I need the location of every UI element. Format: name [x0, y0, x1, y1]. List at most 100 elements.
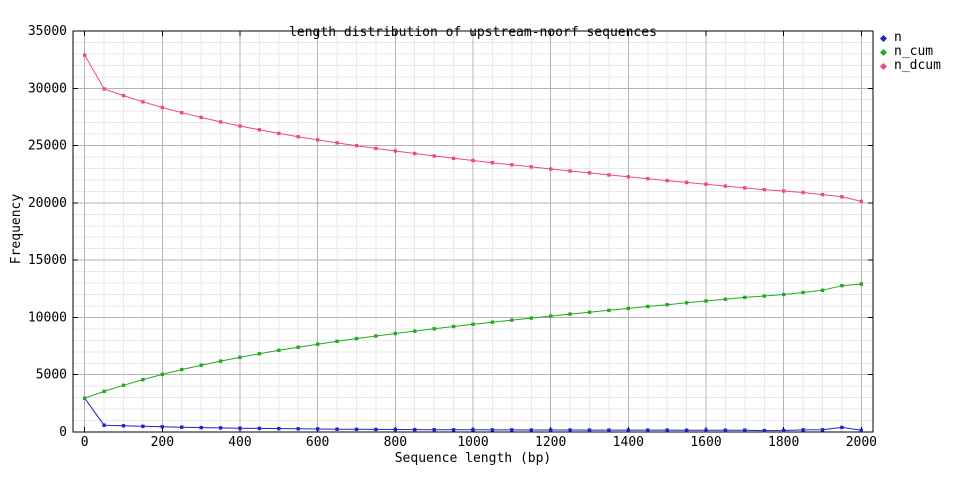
data-point-n_dcum	[121, 93, 126, 98]
data-point-n	[607, 428, 611, 432]
y-tick-label: 10000	[28, 310, 67, 325]
data-point-n_cum	[626, 306, 630, 311]
x-tick-label: 800	[384, 435, 407, 450]
data-point-n_dcum	[607, 173, 611, 177]
data-point-n	[568, 428, 572, 432]
x-tick-label: 1000	[457, 435, 488, 450]
y-axis-label: Frequency	[9, 193, 24, 265]
y-tick-label: 25000	[28, 139, 67, 154]
data-point-n_cum	[665, 303, 669, 307]
data-point-n_cum	[646, 304, 650, 309]
x-tick-label: 600	[306, 435, 329, 450]
data-point-n_cum	[121, 383, 126, 387]
data-point-n_dcum	[859, 199, 863, 204]
data-point-n	[549, 428, 553, 432]
data-point-n_cum	[684, 301, 689, 305]
data-point-n_cum	[199, 363, 203, 367]
y-tick-label: 0	[59, 425, 67, 440]
data-point-n_dcum	[626, 175, 630, 179]
x-tick-label: 200	[151, 435, 174, 450]
data-point-n	[587, 428, 592, 432]
data-point-n_cum	[471, 322, 475, 326]
data-point-n_dcum	[141, 100, 145, 104]
data-point-n_cum	[335, 339, 339, 343]
data-point-n_cum	[180, 367, 184, 372]
data-point-n_cum	[277, 348, 281, 352]
data-point-n_cum	[160, 372, 164, 377]
data-point-n	[160, 425, 164, 429]
data-point-n_dcum	[743, 186, 747, 190]
y-tick-label: 15000	[28, 253, 67, 268]
data-point-n	[684, 428, 689, 432]
data-point-n_cum	[490, 320, 495, 324]
data-point-n	[820, 428, 825, 432]
data-point-n_dcum	[820, 192, 825, 197]
data-point-n_cum	[587, 310, 592, 314]
x-tick-label: 1400	[613, 435, 644, 450]
data-point-n_cum	[801, 290, 805, 295]
data-point-n	[316, 427, 320, 431]
legend-marker-icon	[879, 48, 888, 56]
data-point-n	[704, 428, 708, 432]
data-point-n_dcum	[704, 182, 708, 186]
legend-item-n: n	[878, 31, 941, 45]
data-point-n_dcum	[840, 195, 844, 199]
data-point-n_cum	[354, 336, 359, 341]
data-point-n	[141, 424, 145, 428]
x-tick-label: 400	[228, 435, 251, 450]
data-point-n	[354, 427, 359, 431]
data-point-n	[490, 428, 495, 432]
data-point-n_dcum	[160, 105, 164, 110]
data-point-n_cum	[238, 355, 242, 359]
data-point-n	[762, 428, 766, 433]
x-tick-label: 2000	[846, 435, 877, 450]
data-point-n_cum	[529, 316, 533, 320]
data-point-n_dcum	[432, 154, 436, 158]
y-tick-label: 20000	[28, 196, 67, 211]
data-point-n	[296, 427, 300, 431]
data-point-n_dcum	[296, 135, 300, 139]
data-point-n_dcum	[665, 178, 669, 183]
data-point-n_cum	[820, 288, 825, 292]
data-point-n_dcum	[199, 115, 203, 120]
data-point-n_cum	[607, 308, 611, 312]
x-axis-label: Sequence length (bp)	[394, 451, 552, 466]
data-point-n_dcum	[782, 189, 786, 193]
data-point-n_cum	[451, 324, 456, 329]
data-point-n_cum	[762, 294, 766, 298]
data-point-n	[840, 425, 844, 430]
data-point-n_cum	[83, 396, 87, 400]
data-point-n_cum	[413, 329, 417, 333]
data-point-n	[626, 428, 630, 432]
data-point-n_cum	[296, 345, 300, 349]
data-point-n_dcum	[277, 131, 281, 136]
data-point-n	[529, 428, 533, 432]
data-point-n_dcum	[529, 165, 533, 169]
data-point-n_dcum	[490, 161, 495, 165]
legend-item-n_cum: n_cum	[878, 45, 941, 59]
data-point-n_cum	[218, 359, 223, 363]
data-point-n_dcum	[354, 144, 359, 148]
legend-item-label: n_cum	[894, 44, 934, 59]
data-point-n	[743, 428, 747, 432]
data-point-n	[723, 428, 728, 432]
data-point-n	[180, 425, 184, 429]
legend: n n_cum n_dcum	[878, 31, 941, 73]
data-point-n	[413, 427, 417, 432]
data-point-n_cum	[743, 295, 747, 300]
data-point-n_dcum	[568, 169, 572, 173]
data-point-n_dcum	[549, 167, 553, 171]
data-point-n_dcum	[684, 180, 689, 185]
data-point-n	[218, 426, 223, 430]
legend-item-n_dcum: n_dcum	[878, 59, 941, 73]
legend-item-label: n	[894, 30, 902, 45]
y-tick-label: 35000	[28, 24, 67, 39]
legend-item-label: n_dcum	[894, 58, 941, 73]
data-point-n_dcum	[238, 124, 242, 128]
data-point-n_dcum	[374, 146, 378, 151]
x-tick-label: 1200	[535, 435, 566, 450]
data-point-n_dcum	[102, 87, 106, 91]
data-point-n	[510, 428, 514, 432]
data-point-n_dcum	[471, 158, 475, 163]
